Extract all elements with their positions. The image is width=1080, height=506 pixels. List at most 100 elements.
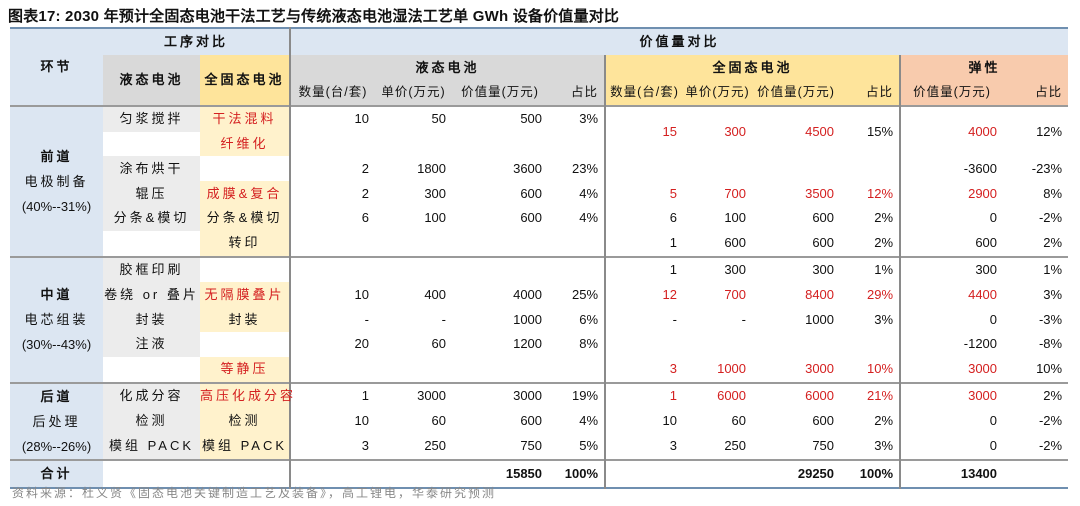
solid-qty: 3	[604, 433, 684, 460]
table-row: 中道 电芯组装 (30%--43%) 胶框印刷 1 300 300 1% 300 1%	[10, 255, 1069, 383]
liquid-share: 23%	[571, 160, 599, 176]
solid-price: 60	[731, 413, 747, 429]
table-row: 后道 后处理 (28%--26%) 化成分容 高压化成分容 1 3000 3000 19% 1 60…	[10, 381, 1069, 460]
total-liquid-value: 15850	[452, 458, 549, 488]
liquid-process: 涂布烘干	[103, 156, 200, 182]
elastic-share: -2%	[1038, 413, 1063, 429]
solid-value: 4500	[752, 104, 841, 157]
liquid-share: 4%	[579, 413, 599, 429]
liquid-value: 750	[520, 438, 543, 454]
liquid-price	[375, 231, 452, 257]
liquid-share: 25%	[571, 286, 599, 302]
liquid-price: 50	[375, 104, 453, 132]
elastic-share: -3%	[1038, 311, 1063, 327]
elastic-value: -3600	[899, 156, 1004, 182]
solid-value: 8400	[805, 286, 835, 302]
liquid-qty: 10	[289, 104, 376, 132]
elastic-value: 4400	[899, 282, 1004, 308]
solid-qty	[604, 331, 684, 357]
solid-value: 3000	[805, 361, 835, 377]
col-solid-share: 占比	[840, 80, 901, 106]
solid-value: 1000	[805, 311, 835, 327]
liquid-price: 1800	[417, 160, 447, 176]
solid-process	[200, 332, 290, 357]
liquid-value: 1200	[513, 336, 543, 352]
solid-qty: 12	[604, 282, 684, 308]
elastic-share: -2%	[1038, 210, 1063, 226]
table-row: 封装 封装 - -1000 6% - -1000 3% 0 -3%	[10, 307, 1068, 332]
elastic-value: 300	[899, 255, 1004, 283]
liquid-process: 模组 PACK	[103, 433, 200, 460]
liquid-price: 60	[431, 413, 447, 429]
solid-share: 10%	[866, 361, 894, 377]
section-name: 中道	[40, 287, 73, 303]
liquid-value: 500	[452, 104, 549, 132]
liquid-share	[548, 255, 606, 283]
solid-qty: 15	[604, 104, 684, 157]
figure-title: 图表17: 2030 年预计全固态电池干法工艺与传统液态电池湿法工艺单 GWh …	[8, 8, 620, 25]
elastic-value: 3000	[899, 356, 1004, 383]
liquid-share: 3%	[548, 104, 606, 132]
liquid-process: 匀浆搅拌	[103, 104, 200, 132]
solid-qty: 1	[604, 230, 684, 257]
elastic-share: 3%	[1043, 286, 1063, 302]
liquid-value	[452, 357, 548, 383]
liquid-process	[103, 357, 200, 383]
liquid-qty	[289, 230, 376, 257]
col-liquid-share: 占比	[548, 80, 606, 106]
source-note: 资料来源：杜义贤《固态电池关键制造工艺及装备》，高工锂电，华泰研究预测	[12, 486, 497, 500]
col-solid-value: 价值量(万元)	[752, 80, 841, 106]
solid-qty: 1	[604, 255, 684, 283]
solid-value: 600	[812, 413, 835, 429]
solid-share: 2%	[874, 235, 894, 251]
elastic-value: 0	[899, 307, 1004, 332]
solid-share	[840, 156, 900, 181]
elastic-share: 2%	[1043, 235, 1063, 251]
elastic-value: 2900	[899, 181, 1004, 206]
header-value-compare: 价值量对比	[289, 28, 1069, 55]
solid-process: 转印	[200, 230, 291, 257]
liquid-value: 600	[520, 210, 543, 226]
solid-process: 模组 PACK	[200, 433, 291, 460]
liquid-qty: 10	[289, 408, 376, 434]
table-row: 检测 检测 10 60 600 4% 10 60 600 2% 0 -2%	[10, 408, 1068, 434]
liquid-qty: 6	[289, 205, 376, 231]
solid-share: 3%	[874, 438, 894, 454]
liquid-process: 辊压	[103, 181, 200, 206]
liquid-process: 胶框印刷	[103, 255, 200, 283]
elastic-share: -8%	[1038, 336, 1063, 352]
liquid-share: 5%	[579, 438, 599, 454]
liquid-price	[375, 255, 453, 283]
liquid-qty: 2	[289, 181, 376, 206]
solid-process: 高压化成分容	[200, 381, 293, 409]
header-process-liquid: 液态电池	[103, 55, 200, 106]
elastic-value: 0	[899, 433, 1004, 460]
solid-qty: -	[604, 307, 684, 332]
col-elastic-share: 占比	[1003, 80, 1069, 106]
solid-process: 纤维化	[200, 131, 291, 157]
section-range: (40%--31%)	[21, 198, 92, 214]
total-liquid-share: 100%	[548, 458, 606, 488]
liquid-qty: 2	[289, 156, 376, 182]
col-solid-qty: 数量(台/套)	[604, 80, 684, 106]
liquid-process: 检测	[103, 408, 200, 434]
table-row: 注液 20 60 1200 8% -1200 -8%	[10, 331, 1068, 357]
liquid-share	[548, 231, 605, 257]
solid-qty: 10	[604, 408, 684, 434]
liquid-process	[103, 132, 200, 157]
liquid-share: 6%	[579, 311, 599, 327]
solid-process: 成膜&复合	[200, 181, 291, 206]
section-range: (28%--26%)	[21, 438, 92, 454]
solid-share: 2%	[874, 210, 894, 226]
elastic-value: 4000	[899, 104, 1004, 157]
solid-process: 等静压	[200, 356, 291, 383]
liquid-price	[375, 357, 452, 383]
section-name: 后道	[40, 388, 73, 404]
solid-price: -	[741, 311, 747, 327]
solid-value: 300	[752, 255, 841, 283]
table-row: 前道 电极制备 (40%--31%) 匀浆搅拌 干法混料 10 50 500 3% 15 300 45…	[10, 104, 1069, 257]
table-row: 分条&模切 分条&模切 6 100 600 4% 6 100 600 2% 0 -2%	[10, 205, 1068, 231]
liquid-process: 卷绕 or 叠片	[103, 282, 200, 308]
solid-value: 600	[812, 210, 835, 226]
liquid-value	[452, 255, 549, 283]
